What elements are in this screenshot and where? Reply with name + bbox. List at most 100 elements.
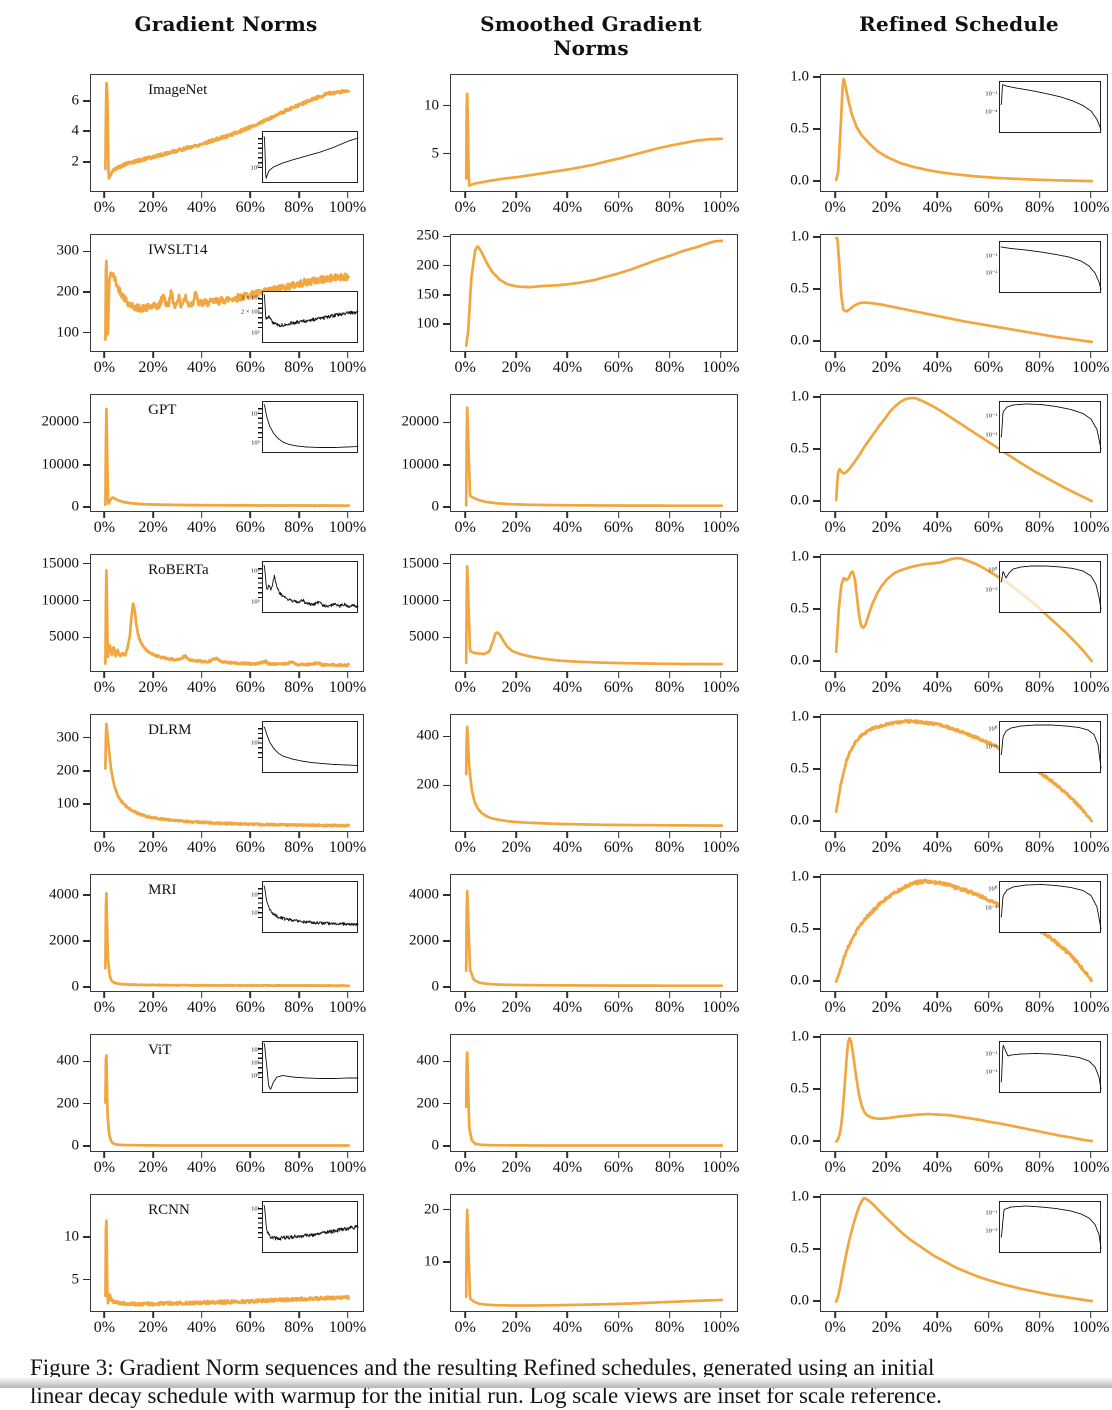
x-tick-label: 60% [603, 519, 634, 536]
x-tick-label: 100% [328, 359, 367, 376]
plot-dlrm-refined-schedule: 0.0 0.5 1.0 10⁰ 10⁻² 0% 20% 40% 60% 80% 100% [746, 709, 1109, 858]
y-axis: 0 200 400 [372, 1034, 450, 1153]
y-tick-label: 0.0 [790, 1132, 809, 1149]
x-tick-mark [668, 1312, 671, 1318]
y-tick-label: 0.5 [790, 280, 809, 297]
plot-frame: DLRM 10² [90, 714, 364, 832]
plot-canvas [834, 556, 1094, 663]
plot-frame [450, 554, 738, 672]
y-axis: 0.0 0.5 1.0 [746, 709, 820, 830]
y-tick-label: 0.0 [790, 1292, 809, 1309]
plot-row-rcnn: 5 10 RCNN 10¹ 0% 20% 40% 60% 80% 100% 10 20 0% 20% 40%… [14, 1189, 1112, 1338]
inset-frame [258, 880, 359, 933]
x-tick-label: 60% [235, 839, 265, 856]
y-tick-label: 0.0 [790, 492, 809, 509]
inset-tick-label: 10⁻² [985, 743, 998, 751]
x-tick-mark [1090, 352, 1092, 358]
y-tick-label: 300 [56, 242, 80, 259]
series-line [1000, 565, 1102, 610]
series-line [1000, 724, 1102, 769]
x-axis: 0% 20% 40% 60% 80% 100% [820, 1152, 1109, 1178]
inset-canvas [263, 1204, 359, 1241]
plot-gpt-refined-schedule: 0.0 0.5 1.0 10⁻¹ 10⁻³ 0% 20% 40% 60% 80% 100% [746, 389, 1109, 538]
x-tick-label: 60% [235, 999, 265, 1016]
y-tick-mark [83, 1102, 90, 1105]
x-tick-label: 100% [328, 1159, 367, 1176]
series-line [464, 1051, 724, 1147]
x-tick-mark [834, 832, 836, 838]
plot-frame: 10⁰ 10⁻² [820, 554, 1108, 672]
inset-y-labels: 10² 10¹ 10⁰ [241, 1041, 262, 1093]
x-tick-mark [200, 992, 203, 998]
x-tick-mark [720, 832, 722, 838]
dataset-label-vit: ViT [148, 1041, 172, 1058]
x-tick-label: 80% [1025, 839, 1055, 856]
y-tick-label: 10 [424, 1253, 439, 1270]
plot-rcnn-refined-schedule: 0.0 0.5 1.0 10⁻¹ 10⁻³ 0% 20% 40% 60% 80% 100% [746, 1189, 1109, 1338]
inset-y-labels: 10⁻¹ 10⁻³ [978, 1201, 999, 1253]
plot-area: 0 10000 20000 GPT 10⁴ 10³ [14, 394, 364, 514]
x-tick-label: 60% [603, 1159, 634, 1176]
log-scale-inset: 10⁻¹ 10⁻³ [978, 1040, 1102, 1093]
dataset-label-roberta: RoBERTa [148, 561, 209, 578]
column-title-refined-schedule: Refined Schedule [859, 12, 1059, 36]
y-tick-label: 2000 [409, 932, 439, 949]
y-tick-mark [813, 128, 820, 130]
inset-canvas [1000, 83, 1102, 130]
x-tick-label: 20% [138, 839, 168, 856]
x-tick-label: 20% [501, 999, 531, 1016]
plot-area: 0.0 0.5 1.0 10⁰ 10⁻² [746, 709, 1108, 832]
y-axis: 100 200 300 [14, 234, 90, 350]
inset-tick-label: 10⁴ [250, 567, 260, 575]
window-bottom-edge [0, 1377, 1112, 1388]
x-tick-label: 40% [922, 199, 953, 216]
x-tick-mark [987, 352, 990, 358]
x-tick-mark [566, 672, 569, 678]
x-tick-label: 40% [922, 1159, 953, 1176]
x-axis: 0% 20% 40% 60% 80% 100% [450, 512, 739, 538]
y-tick-mark [813, 1140, 820, 1142]
x-tick-label: 100% [702, 679, 740, 696]
x-tick-label: 100% [328, 679, 367, 696]
plot-area: 0 2000 4000 MRI 10² 10¹ [14, 874, 364, 995]
y-tick-mark [813, 236, 820, 238]
x-tick-mark [152, 1312, 154, 1318]
log-scale-inset: 10⁴ 10³ [241, 560, 359, 613]
x-tick-label: 20% [501, 519, 531, 536]
inset-tick-label: 10¹ [251, 909, 260, 917]
inset-y-labels: 10⁻¹ 10⁻³ [978, 401, 999, 453]
x-tick-label: 100% [702, 1319, 740, 1336]
x-axis: 0% 20% 40% 60% 80% 100% [820, 992, 1109, 1018]
x-tick-label: 40% [922, 679, 953, 696]
x-tick-mark [515, 512, 518, 518]
x-tick-mark [346, 512, 349, 518]
x-tick-mark [668, 352, 671, 358]
x-tick-label: 40% [922, 359, 953, 376]
x-tick-label: 80% [655, 679, 685, 696]
x-tick-mark [103, 992, 106, 998]
x-tick-mark [617, 1312, 620, 1318]
log-scale-inset: 10⁰ [241, 130, 359, 183]
log-minor-ticks [258, 1207, 262, 1238]
x-tick-label: 0% [93, 199, 116, 216]
dataset-label-rcnn: RCNN [148, 1201, 190, 1218]
y-tick-mark [813, 556, 820, 558]
y-tick-mark [443, 264, 450, 267]
x-tick-label: 20% [501, 839, 531, 856]
x-tick-mark [103, 352, 106, 358]
y-tick-label: 0 [71, 978, 80, 995]
y-tick-mark [83, 1144, 90, 1147]
y-tick-mark [813, 1088, 820, 1090]
x-tick-label: 0% [824, 679, 846, 696]
x-tick-mark [200, 1312, 203, 1318]
x-tick-mark [834, 1312, 836, 1318]
plot-imagenet-smoothed-gradient-norms: 5 10 0% 20% 40% 60% 80% 100% [372, 74, 739, 218]
x-tick-mark [152, 512, 154, 518]
x-tick-mark [515, 352, 518, 358]
x-axis: 0% 20% 40% 60% 80% 100% [450, 1312, 740, 1338]
x-tick-label: 0% [454, 1319, 476, 1336]
x-tick-label: 60% [973, 1159, 1004, 1176]
y-tick-mark [443, 463, 450, 466]
y-axis: 0.0 0.5 1.0 [746, 69, 820, 190]
plot-mri-smoothed-gradient-norms: 0 2000 4000 0% 20% 40% 60% 80% 100% [372, 874, 739, 1018]
